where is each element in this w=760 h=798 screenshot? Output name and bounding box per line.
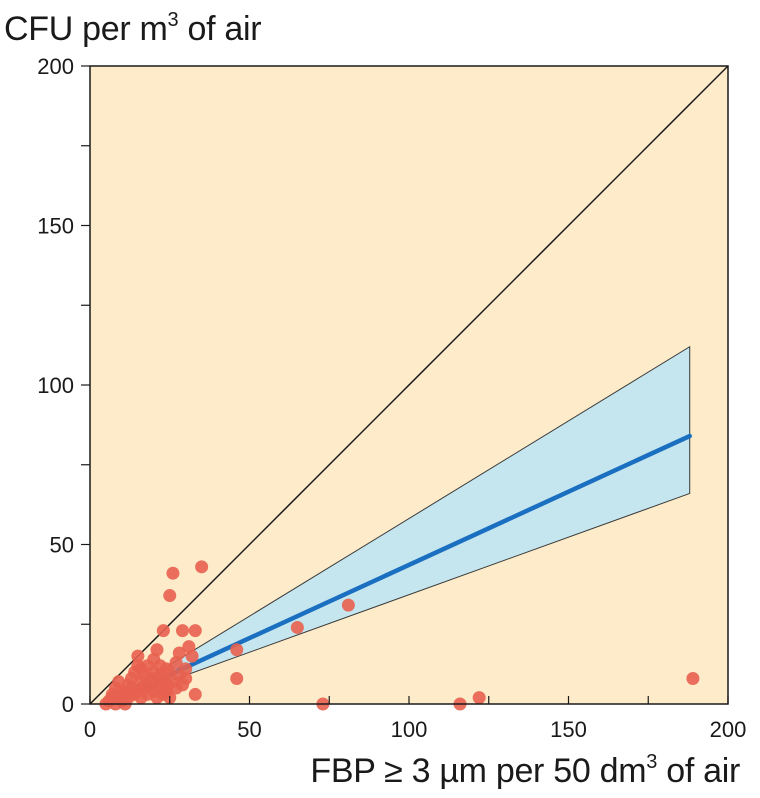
data-point xyxy=(686,671,700,685)
data-point xyxy=(341,598,355,612)
y-tick-label: 200 xyxy=(37,54,74,79)
y-tick-label: 0 xyxy=(62,692,74,717)
data-point xyxy=(156,624,170,638)
x-tick-label: 200 xyxy=(710,717,747,742)
points-layer xyxy=(99,560,700,711)
data-point xyxy=(188,687,202,701)
data-point xyxy=(131,649,145,663)
data-point xyxy=(179,662,193,676)
data-point xyxy=(150,643,164,657)
confidence-band-layer xyxy=(105,345,691,705)
x-tick-label: 50 xyxy=(237,717,261,742)
x-axis-label: FBP ≥ 3 µm per 50 dm3 of air xyxy=(310,750,740,790)
y-tick-label: 50 xyxy=(50,533,74,558)
data-point xyxy=(472,691,486,705)
line-layer xyxy=(89,65,729,707)
y-axis-label: CFU per m3 of air xyxy=(4,8,262,48)
data-point xyxy=(163,589,177,603)
y-tick-label: 150 xyxy=(37,214,74,239)
data-point xyxy=(230,671,244,685)
confidence-band xyxy=(105,345,691,705)
data-point xyxy=(230,643,244,657)
y-tick-label: 100 xyxy=(37,373,74,398)
data-point xyxy=(188,624,202,638)
data-point xyxy=(179,671,193,685)
x-tick-label: 150 xyxy=(550,717,587,742)
data-point xyxy=(172,646,186,660)
data-point xyxy=(176,624,190,638)
identity-line xyxy=(89,65,729,705)
data-point xyxy=(166,566,180,580)
data-point xyxy=(290,620,304,634)
regression-line xyxy=(103,433,692,707)
data-point xyxy=(195,560,209,574)
data-point xyxy=(185,649,199,663)
axes-layer: 0 50 100 150 200 0 50 100 150 200 xyxy=(37,54,746,742)
x-tick-label: 100 xyxy=(391,717,428,742)
x-tick-label: 0 xyxy=(84,717,96,742)
